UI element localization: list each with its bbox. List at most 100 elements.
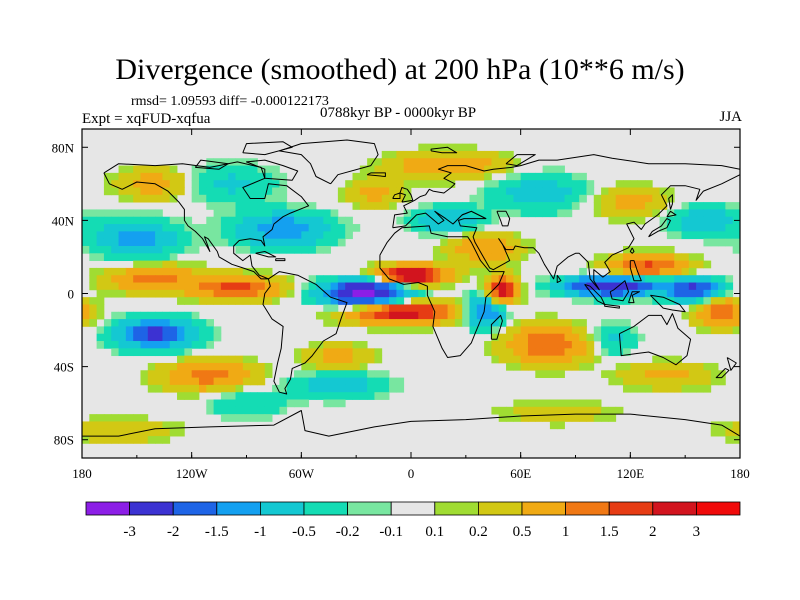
field-cell: [155, 289, 163, 298]
field-cell: [177, 341, 185, 349]
field-cell: [294, 377, 302, 386]
field-cell: [418, 260, 427, 269]
field-cell: [206, 399, 214, 408]
field-cell: [82, 319, 90, 327]
field-cell: [345, 194, 353, 203]
coastline-south-america: [262, 271, 348, 395]
field-cell: [506, 194, 514, 203]
field-cell: [696, 319, 704, 327]
field-cell: [381, 194, 390, 203]
field-cell: [462, 289, 470, 298]
field-cell: [359, 289, 368, 298]
field-cell: [644, 377, 653, 386]
field-cell: [557, 341, 565, 349]
colorbar-label: 2: [649, 524, 657, 540]
field-cell: [571, 333, 580, 342]
field-cell: [111, 326, 119, 335]
field-cell: [337, 238, 346, 247]
field-cell: [257, 231, 266, 240]
field-cell: [140, 428, 149, 437]
field-cell: [637, 333, 646, 342]
field-cell: [118, 348, 127, 357]
field-cell: [725, 311, 734, 320]
field-cell: [111, 348, 119, 357]
field-cell: [257, 187, 266, 196]
field-cell: [454, 172, 463, 181]
field-cell: [220, 187, 229, 196]
field-cell: [184, 348, 193, 357]
field-cell: [133, 282, 141, 291]
field-cell: [206, 158, 214, 166]
field-cell: [323, 275, 331, 283]
field-cell: [564, 172, 573, 181]
field-cell: [542, 289, 551, 298]
field-cell: [220, 238, 229, 247]
field-cell: [374, 311, 383, 320]
colorbar-swatch: [390, 501, 436, 516]
field-cell: [411, 304, 419, 313]
field-cell: [213, 202, 222, 210]
field-cell: [608, 341, 617, 349]
field-cell: [367, 165, 375, 174]
field-cell: [191, 341, 200, 349]
field-cell: [542, 319, 551, 327]
field-cell: [140, 180, 149, 188]
field-cell: [242, 275, 251, 283]
field-cell: [294, 245, 302, 254]
field-cell: [644, 282, 653, 291]
field-cell: [147, 333, 156, 342]
field-cell: [125, 428, 134, 437]
field-cell: [345, 370, 353, 378]
field-cell: [213, 231, 222, 240]
field-cell: [666, 362, 675, 371]
field-cell: [330, 224, 339, 232]
field-cell: [242, 216, 251, 225]
field-cell: [593, 414, 602, 422]
field-cell: [659, 377, 668, 386]
coastline-hispaniola: [275, 258, 286, 262]
field-cell: [659, 245, 668, 254]
field-cell: [301, 370, 310, 378]
field-cell: [184, 282, 193, 291]
x-tick-label: 180: [72, 466, 92, 481]
field-cell: [608, 267, 617, 276]
field-cell: [367, 297, 375, 305]
field-cell: [593, 333, 602, 342]
field-cell: [381, 267, 390, 276]
field-cell: [286, 224, 295, 232]
field-cell: [710, 370, 719, 378]
field-cell: [235, 202, 244, 210]
field-cell: [198, 180, 207, 188]
field-cell: [82, 421, 90, 430]
field-cell: [571, 355, 580, 364]
field-cell: [162, 326, 171, 335]
field-cell: [264, 187, 273, 196]
field-cell: [389, 187, 397, 196]
colorbar-label: 1.5: [600, 524, 619, 540]
field-cell: [703, 311, 712, 320]
field-cell: [257, 370, 266, 378]
field-cell: [103, 428, 112, 437]
field-cell: [425, 260, 434, 269]
field-cell: [513, 399, 522, 408]
field-cell: [498, 282, 507, 291]
field-cell: [666, 260, 675, 269]
field-cell: [571, 319, 580, 327]
field-cell: [586, 362, 595, 371]
field-cell: [637, 245, 646, 254]
colorbar-label: -0.5: [292, 524, 316, 540]
field-cell: [725, 238, 734, 247]
field-cell: [571, 362, 580, 371]
field-cell: [520, 172, 529, 181]
chart-title: Divergence (smoothed) at 200 hPa (10**6 …: [115, 53, 685, 86]
field-cell: [718, 428, 726, 437]
field-cell: [506, 341, 514, 349]
field-cell: [213, 384, 222, 393]
field-cell: [652, 202, 660, 210]
field-cell: [177, 224, 185, 232]
field-cell: [630, 245, 639, 254]
field-cell: [454, 209, 463, 218]
field-cell: [659, 260, 668, 269]
field-cell: [191, 289, 200, 298]
field-cell: [579, 187, 587, 196]
